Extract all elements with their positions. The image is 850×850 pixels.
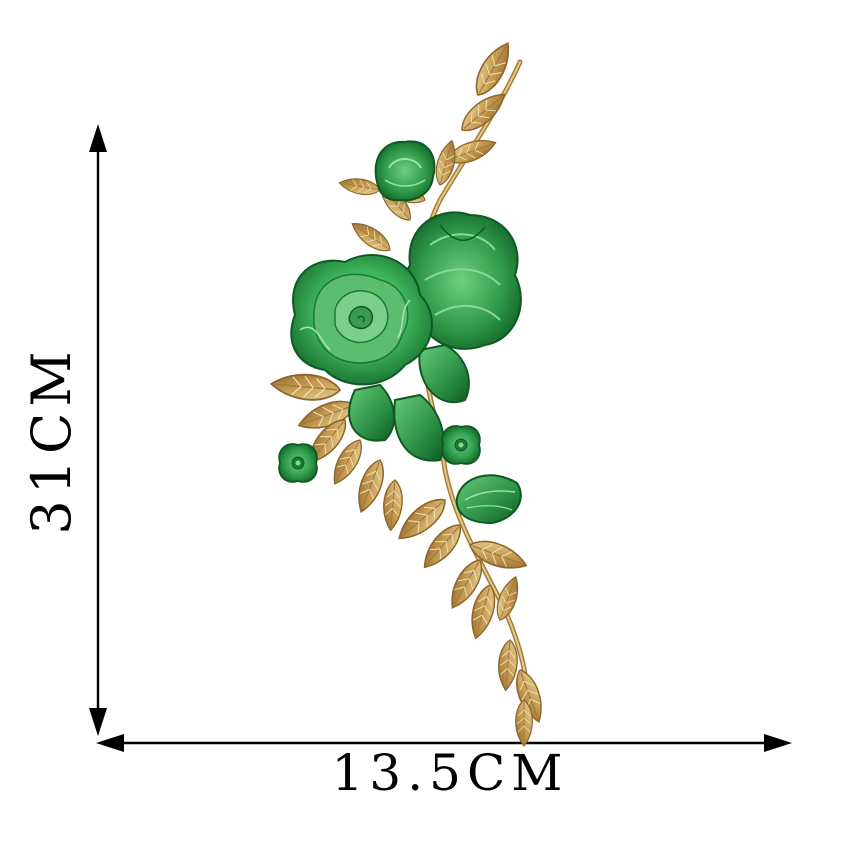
embroidered-flower-applique (269, 37, 549, 747)
width-arrow (96, 734, 792, 752)
height-arrow (89, 124, 107, 736)
height-dimension-label: 31CM (20, 345, 83, 535)
width-dimension-label: 13.5CM (331, 744, 569, 802)
